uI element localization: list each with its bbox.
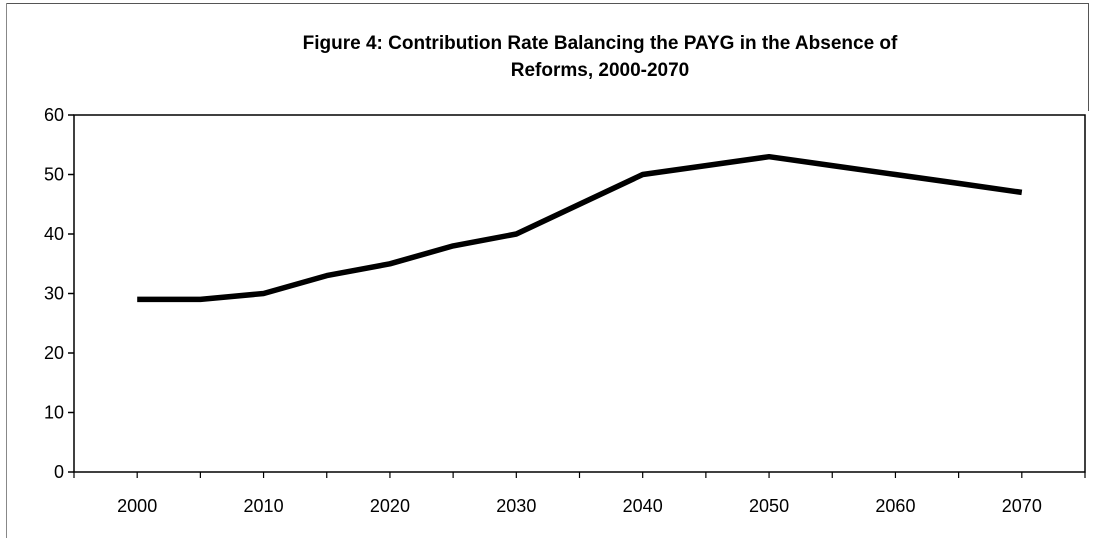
- x-tick-label: 2040: [623, 496, 663, 516]
- y-tick-label: 50: [44, 165, 64, 185]
- plot-area-border: [74, 115, 1085, 472]
- y-tick-label: 30: [44, 284, 64, 304]
- x-tick-label: 2070: [1002, 496, 1042, 516]
- y-tick-label: 10: [44, 403, 64, 423]
- x-tick-label: 2010: [244, 496, 284, 516]
- x-tick-label: 2050: [749, 496, 789, 516]
- x-tick-label: 2000: [117, 496, 157, 516]
- series-line: [137, 157, 1022, 300]
- y-tick-label: 20: [44, 343, 64, 363]
- y-tick-label: 0: [54, 462, 64, 482]
- y-tick-label: 60: [44, 105, 64, 125]
- x-tick-label: 2030: [496, 496, 536, 516]
- x-tick-label: 2060: [875, 496, 915, 516]
- y-tick-label: 40: [44, 224, 64, 244]
- x-tick-label: 2020: [370, 496, 410, 516]
